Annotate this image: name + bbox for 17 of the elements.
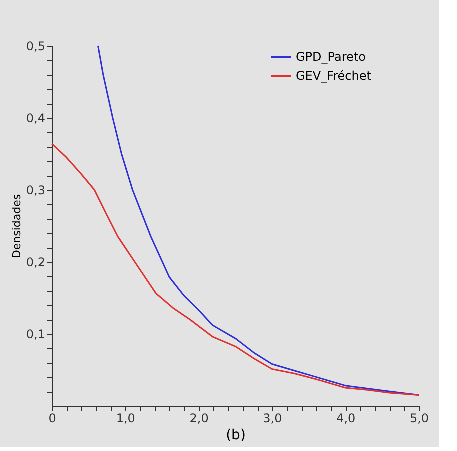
x-tick-label: 2,0 xyxy=(190,412,209,426)
y-tick-label: 0,2 xyxy=(26,256,46,270)
line-series xyxy=(51,143,420,396)
x-tick-label: 5,0 xyxy=(410,412,430,426)
legend-label: GEV_Fréchet xyxy=(296,69,372,83)
y-tick-label: 0,1 xyxy=(26,328,46,342)
x-tick-label: 3,0 xyxy=(263,412,282,426)
y-tick-label: 0,3 xyxy=(26,184,46,198)
x-tick-label: 0 xyxy=(48,412,56,426)
x-axis-title: (b) xyxy=(226,428,246,444)
x-tick-label: 4,0 xyxy=(336,412,356,426)
y-axis-title: Densidades xyxy=(10,194,24,259)
x-tick-label: 1,0 xyxy=(116,412,136,426)
legend-label: GPD_Pareto xyxy=(296,50,366,64)
y-tick-label: 0,5 xyxy=(26,40,46,54)
y-tick-label: 0,4 xyxy=(26,112,46,126)
line-series xyxy=(97,45,420,396)
